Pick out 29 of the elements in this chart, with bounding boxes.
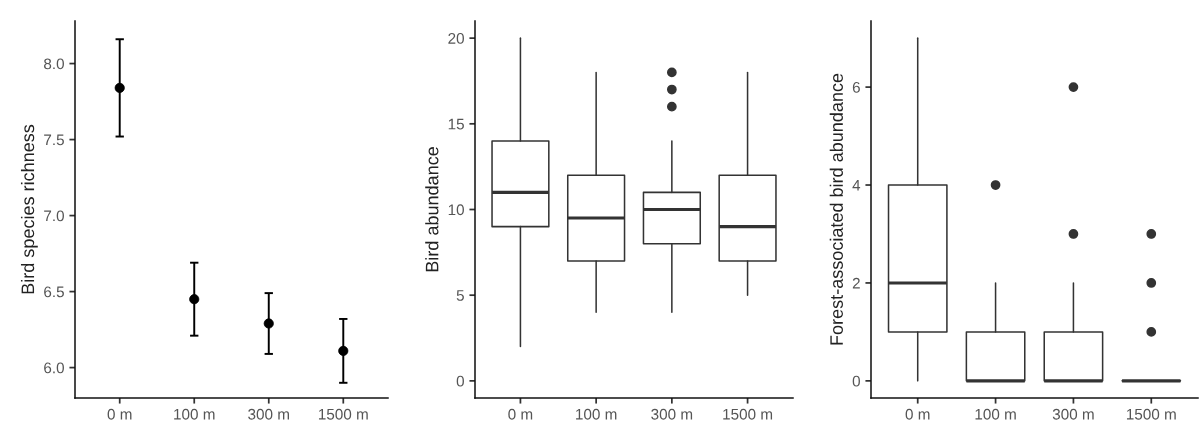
x-tick-label: 0 m xyxy=(508,408,533,420)
y-tick-label: 2 xyxy=(852,277,860,289)
y-tick-label: 0 xyxy=(456,375,464,387)
y-tick-label: 4 xyxy=(852,180,861,191)
y-tick-label: 5 xyxy=(456,290,464,301)
y-tick-label: 0 xyxy=(852,375,860,387)
y-axis-title: Forest-associated bird abundance xyxy=(829,73,843,345)
x-tick-label: 300 m xyxy=(1052,408,1094,420)
x-tick-label: 1500 m xyxy=(1126,408,1176,420)
x-tick-label: 0 m xyxy=(107,408,132,420)
y-tick-label: 8.0 xyxy=(44,58,64,70)
y-tick-label: 7.0 xyxy=(44,210,64,222)
x-tick-label: 100 m xyxy=(174,408,215,420)
x-tick-label: 100 m xyxy=(576,408,617,420)
x-tick-label: 300 m xyxy=(248,408,289,420)
y-tick-label: 7.5 xyxy=(44,134,64,146)
x-tick-label: 100 m xyxy=(975,408,1016,420)
y-tick-label: 10 xyxy=(448,204,464,216)
x-tick-label: 1500 m xyxy=(723,408,773,420)
y-axis-title: Bird abundance xyxy=(425,147,439,272)
y-tick-label: 20 xyxy=(448,33,464,44)
y-axis-title: Bird species richness xyxy=(20,124,38,294)
x-tick-label: 0 m xyxy=(905,408,930,420)
x-tick-label: 300 m xyxy=(651,408,693,420)
y-tick-label: 15 xyxy=(448,118,464,130)
y-tick-label: 6 xyxy=(852,81,860,93)
x-tick-label: 1500 m xyxy=(318,408,368,420)
y-tick-label: 6.5 xyxy=(44,286,64,298)
y-tick-label: 6.0 xyxy=(44,362,64,374)
